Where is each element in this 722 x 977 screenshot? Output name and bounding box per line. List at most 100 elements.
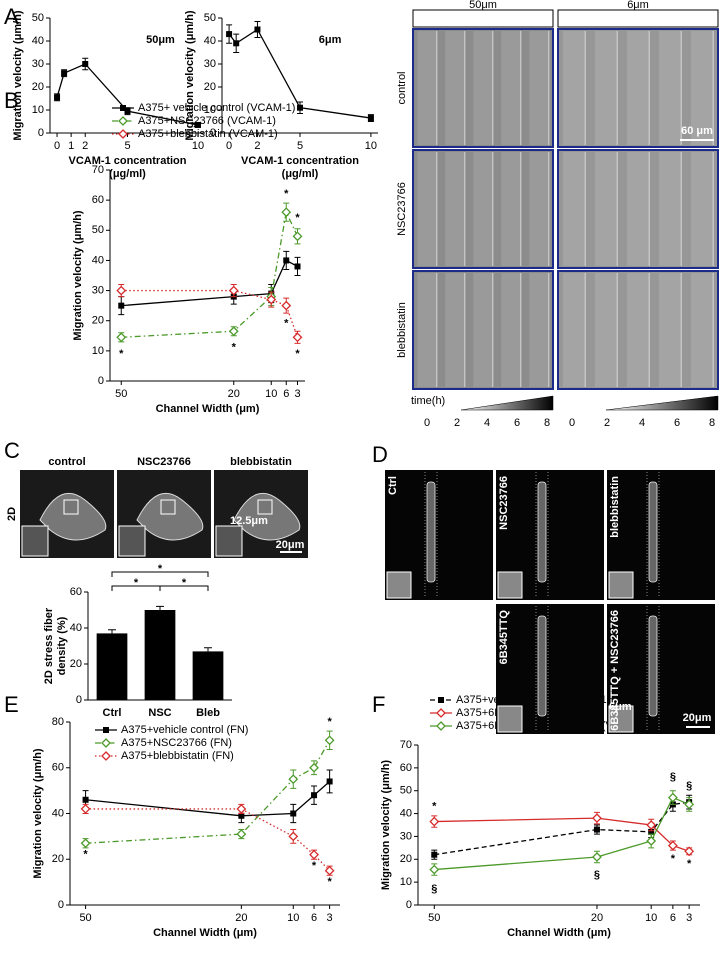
y-tick-label: 20 bbox=[400, 853, 412, 865]
point bbox=[593, 826, 600, 833]
x-tick-label: 20 bbox=[591, 912, 603, 924]
point bbox=[80, 838, 91, 849]
time-lapse-image bbox=[557, 28, 719, 148]
x-tick-label: 50 bbox=[115, 388, 127, 400]
point bbox=[228, 285, 239, 296]
point bbox=[116, 332, 127, 343]
image-label: 6B345TTQ + NSC23766 bbox=[609, 610, 621, 731]
x-tick-label: 3 bbox=[686, 912, 692, 924]
image-label: 6B345TTQ bbox=[498, 610, 510, 665]
channel bbox=[501, 273, 521, 387]
channel bbox=[529, 31, 549, 145]
error-bar bbox=[156, 605, 164, 610]
point bbox=[324, 735, 335, 746]
y-tick-label: 20 bbox=[204, 81, 216, 93]
y-tick-label: 10 bbox=[32, 104, 44, 116]
y-axis-label: Migration velocity (μm/h) bbox=[72, 210, 84, 341]
point bbox=[646, 820, 657, 830]
cell bbox=[426, 481, 436, 583]
channel bbox=[658, 31, 682, 145]
y-tick-label: 0 bbox=[58, 899, 64, 911]
point bbox=[684, 799, 695, 810]
y-tick-label: 50 bbox=[32, 12, 44, 24]
significance-mark: § bbox=[431, 883, 437, 895]
time-wedge bbox=[460, 395, 554, 411]
y-tick-label: 20 bbox=[70, 658, 82, 670]
time-tick-label: 8 bbox=[709, 417, 715, 429]
channel bbox=[690, 31, 714, 145]
point bbox=[646, 836, 657, 846]
y-tick-label: 50 bbox=[400, 785, 412, 797]
x-tick-label: 50 bbox=[428, 912, 440, 924]
y-tick-label: 40 bbox=[70, 622, 82, 634]
image-label: blebbistatin bbox=[609, 476, 621, 538]
legend-marker bbox=[436, 721, 446, 731]
x-tick-label: 10 bbox=[287, 912, 299, 924]
x-tick-label: 6 bbox=[283, 388, 289, 400]
y-tick-label: 30 bbox=[32, 58, 44, 70]
x-axis-label: VCAM-1 concentration bbox=[69, 155, 187, 167]
point bbox=[667, 792, 678, 803]
legend-label: A375+ vehicle control (VCAM-1) bbox=[138, 102, 295, 114]
channel bbox=[562, 152, 586, 266]
legend-label: A375+blebbistatin (VCAM-1) bbox=[138, 128, 278, 140]
point bbox=[309, 762, 319, 773]
y-tick-label: 70 bbox=[92, 164, 104, 176]
point bbox=[288, 774, 299, 785]
point bbox=[283, 257, 290, 264]
y-tick-label: 30 bbox=[92, 284, 104, 296]
point bbox=[254, 26, 261, 33]
significance-mark: * bbox=[119, 348, 124, 360]
y-axis-label: Migration velocity (μm/h) bbox=[32, 748, 44, 879]
time-tick-label: 2 bbox=[604, 417, 610, 429]
panel-letter: F bbox=[372, 692, 385, 717]
y-tick-label: 0 bbox=[38, 127, 44, 139]
y-tick-label: 60 bbox=[92, 194, 104, 206]
point bbox=[592, 852, 602, 862]
time-lapse-image bbox=[557, 270, 719, 390]
y-tick-label: 30 bbox=[204, 58, 216, 70]
time-lapse-image bbox=[412, 28, 554, 148]
x-tick-label: 5 bbox=[124, 140, 130, 152]
point bbox=[288, 831, 299, 842]
x-axis-label: VCAM-1 concentration bbox=[241, 155, 359, 167]
scale-bar-label: 20μm bbox=[683, 712, 712, 724]
time-lapse-image bbox=[412, 149, 554, 269]
image-label: Ctrl bbox=[387, 476, 399, 495]
point bbox=[238, 812, 245, 819]
bar bbox=[192, 651, 224, 700]
row-label: blebbistatin bbox=[396, 302, 408, 358]
channel bbox=[562, 273, 586, 387]
significance-mark: § bbox=[686, 780, 692, 792]
x-tick-label: 10 bbox=[365, 140, 377, 152]
significance-mark: * bbox=[284, 188, 289, 200]
scale-bar-label: 20μm bbox=[276, 539, 305, 551]
x-tick-label: Ctrl bbox=[103, 707, 122, 719]
bar bbox=[96, 633, 128, 700]
significance-mark: § bbox=[670, 771, 676, 783]
point bbox=[82, 61, 89, 67]
point bbox=[297, 104, 303, 111]
panel-letter: C bbox=[4, 438, 20, 463]
significance-mark: * bbox=[687, 858, 692, 870]
point bbox=[311, 792, 318, 799]
channel bbox=[626, 273, 650, 387]
channel bbox=[594, 31, 618, 145]
point bbox=[124, 108, 131, 115]
cell bbox=[537, 481, 547, 583]
row-label: NSC23766 bbox=[396, 182, 408, 236]
point bbox=[281, 207, 292, 218]
x-tick-label: NSC bbox=[148, 707, 171, 719]
channel bbox=[690, 152, 714, 266]
panel-letter: D bbox=[372, 442, 388, 467]
x-axis-label: (μg/ml) bbox=[282, 168, 319, 180]
channel bbox=[658, 273, 682, 387]
y-axis-label: Migration velocity (μm/h) bbox=[184, 10, 196, 141]
y-axis-label: 2D stress fiber bbox=[43, 607, 55, 684]
bar bbox=[144, 610, 176, 700]
cell-outline bbox=[39, 492, 107, 541]
point bbox=[309, 849, 319, 860]
cell bbox=[537, 615, 547, 717]
time-lapse-image bbox=[557, 149, 719, 269]
column-header bbox=[557, 9, 719, 28]
